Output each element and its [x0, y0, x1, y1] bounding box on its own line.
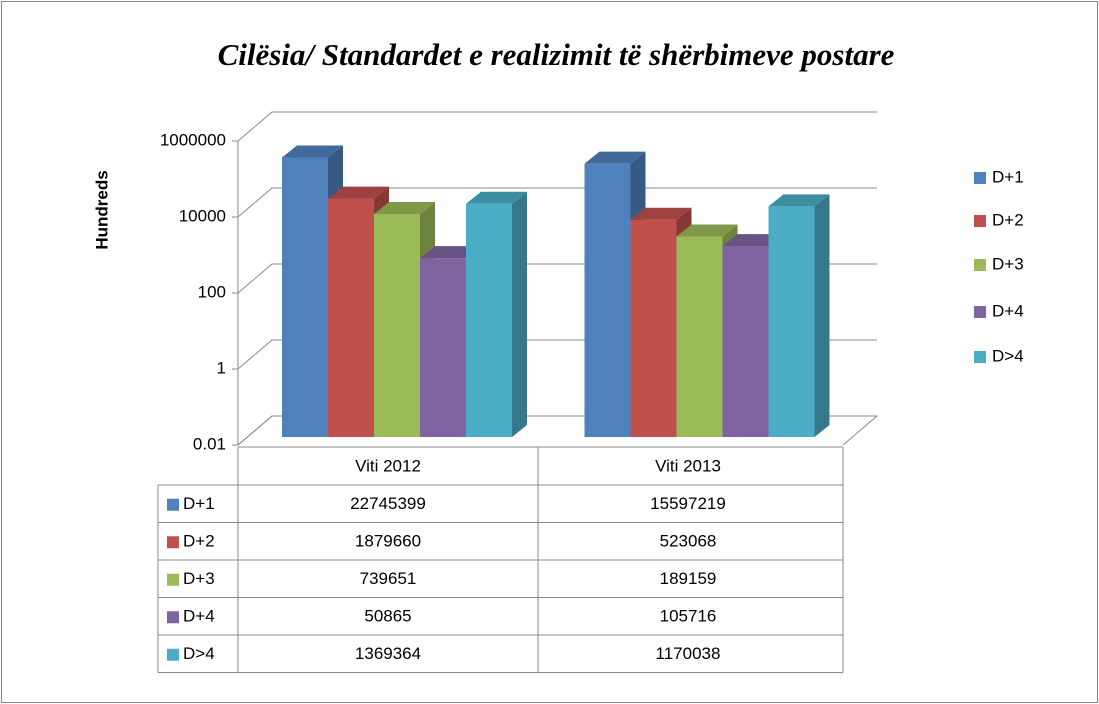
table-cell: 15597219 [650, 494, 726, 513]
legend-swatch [974, 259, 986, 271]
bar-top [466, 191, 527, 204]
bar-top [328, 186, 389, 199]
legend-swatch [974, 306, 986, 318]
legend-label: D>4 [992, 346, 1024, 365]
y-tick-label: 1000000 [160, 130, 226, 149]
grid-line [237, 111, 877, 142]
table-header: Viti 2012 [355, 456, 421, 475]
y-tick-label: 1 [217, 358, 226, 377]
table-row-label: D>4 [183, 644, 215, 663]
legend-label: D+2 [992, 210, 1024, 229]
bar-front [584, 163, 631, 437]
bar-front [282, 157, 328, 437]
table-header: Viti 2013 [655, 456, 721, 475]
bar-front [420, 258, 466, 437]
legend-label: D+3 [992, 254, 1024, 273]
y-tick-label: 10000 [179, 206, 226, 225]
table-swatch [167, 648, 179, 661]
table-row-label: D+3 [183, 569, 215, 588]
table-cell: 189159 [660, 569, 717, 588]
bar-top [630, 207, 692, 220]
table-row-label: D+2 [183, 532, 215, 551]
legend-swatch [974, 172, 986, 184]
table-swatch [167, 498, 179, 511]
table-swatch [167, 536, 179, 549]
table-cell: 1879660 [355, 532, 421, 551]
table-cell: 22745399 [350, 494, 426, 513]
bar-top [768, 194, 830, 207]
bar-top [676, 224, 738, 237]
bar [466, 191, 527, 437]
bar-front [768, 206, 815, 437]
y-tick-label: 100 [198, 282, 226, 301]
table-cell: 1369364 [355, 644, 421, 663]
bar-front [676, 236, 723, 437]
table-cell: 105716 [660, 607, 717, 626]
table-cell: 523068 [660, 532, 717, 551]
bar-top [420, 246, 481, 259]
legend-label: D+1 [992, 167, 1024, 186]
bar-front [466, 203, 512, 437]
chart-title: Cilësia/ Standardet e realizimit të shër… [218, 37, 895, 72]
legend-swatch [974, 215, 986, 227]
table-cell: 1170038 [656, 644, 721, 663]
bar-top [282, 145, 343, 158]
bar-side [814, 194, 830, 437]
bar-front [630, 219, 677, 437]
table-row-label: D+4 [183, 607, 215, 626]
legend-label: D+4 [992, 301, 1024, 320]
table-swatch [167, 611, 179, 624]
y-tick-label: 0.01 [193, 434, 226, 453]
table-row-label: D+1 [183, 494, 215, 513]
bar-side [512, 191, 527, 437]
y-axis-label: Hundreds [92, 170, 111, 249]
grid-line [237, 187, 877, 218]
bar-front [722, 246, 769, 437]
table-cell: 50865 [364, 607, 411, 626]
bar-top [722, 234, 784, 247]
bar-front [374, 213, 420, 437]
bar [768, 194, 830, 437]
bar-top [374, 201, 435, 214]
table-cell: 739651 [360, 569, 417, 588]
bar-front [328, 198, 374, 437]
bar-top [584, 151, 646, 164]
legend-swatch [974, 351, 986, 363]
table-swatch [167, 573, 179, 586]
